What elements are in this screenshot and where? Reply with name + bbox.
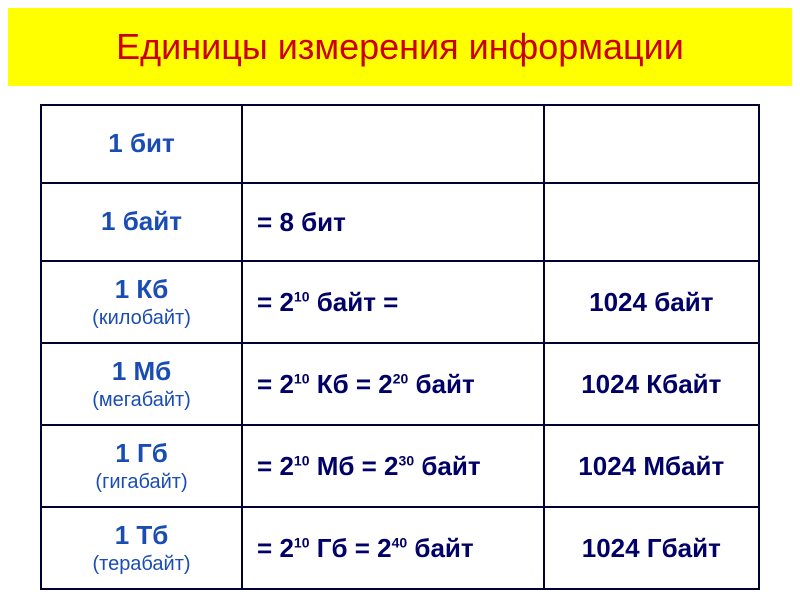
result-text: 1024 Кбайт	[581, 369, 721, 399]
result-text: 1024 Мбайт	[578, 451, 724, 481]
unit-cell: 1 Тб (терабайт)	[41, 507, 242, 589]
table-row: 1 Мб (мегабайт) = 210 Кб = 220 байт 1024…	[41, 343, 759, 425]
unit-sub: (терабайт)	[56, 553, 227, 576]
title-bar: Единицы измерения информации	[8, 8, 792, 86]
formula-cell: = 210 Гб = 240 байт	[242, 507, 544, 589]
unit-cell: 1 Мб (мегабайт)	[41, 343, 242, 425]
formula-text: = 210 Мб = 230 байт	[257, 451, 481, 481]
result-text: 1024 байт	[589, 287, 713, 317]
formula-text: = 210 Кб = 220 байт	[257, 369, 475, 399]
unit-label: 1 Гб	[115, 438, 167, 468]
table-row: 1 Гб (гигабайт) = 210 Мб = 230 байт 1024…	[41, 425, 759, 507]
unit-cell: 1 Гб (гигабайт)	[41, 425, 242, 507]
formula-cell: = 210 Кб = 220 байт	[242, 343, 544, 425]
unit-cell: 1 Кб (килобайт)	[41, 261, 242, 343]
unit-label: 1 Тб	[115, 520, 169, 550]
unit-cell: 1 бит	[41, 105, 242, 183]
unit-label: 1 байт	[101, 206, 182, 236]
unit-label: 1 Кб	[115, 274, 169, 304]
formula-text: = 210 байт =	[257, 287, 398, 317]
table-row: 1 Тб (терабайт) = 210 Гб = 240 байт 1024…	[41, 507, 759, 589]
formula-cell	[242, 105, 544, 183]
result-text: 1024 Гбайт	[582, 533, 721, 563]
unit-sub: (мегабайт)	[56, 389, 227, 412]
unit-sub: (гигабайт)	[56, 471, 227, 494]
result-cell	[544, 183, 759, 261]
result-cell	[544, 105, 759, 183]
formula-cell: = 8 бит	[242, 183, 544, 261]
unit-label: 1 бит	[108, 128, 174, 158]
table-row: 1 Кб (килобайт) = 210 байт = 1024 байт	[41, 261, 759, 343]
formula-cell: = 210 байт =	[242, 261, 544, 343]
unit-cell: 1 байт	[41, 183, 242, 261]
result-cell: 1024 Кбайт	[544, 343, 759, 425]
page-title: Единицы измерения информации	[28, 26, 772, 68]
table-container: 1 бит 1 байт = 8 бит	[0, 94, 800, 610]
units-table: 1 бит 1 байт = 8 бит	[40, 104, 760, 590]
table-row: 1 бит	[41, 105, 759, 183]
formula-text: = 8 бит	[257, 207, 346, 237]
unit-label: 1 Мб	[112, 356, 171, 386]
formula-text: = 210 Гб = 240 байт	[257, 533, 474, 563]
unit-sub: (килобайт)	[56, 307, 227, 330]
table-row: 1 байт = 8 бит	[41, 183, 759, 261]
result-cell: 1024 Гбайт	[544, 507, 759, 589]
formula-cell: = 210 Мб = 230 байт	[242, 425, 544, 507]
result-cell: 1024 Мбайт	[544, 425, 759, 507]
result-cell: 1024 байт	[544, 261, 759, 343]
